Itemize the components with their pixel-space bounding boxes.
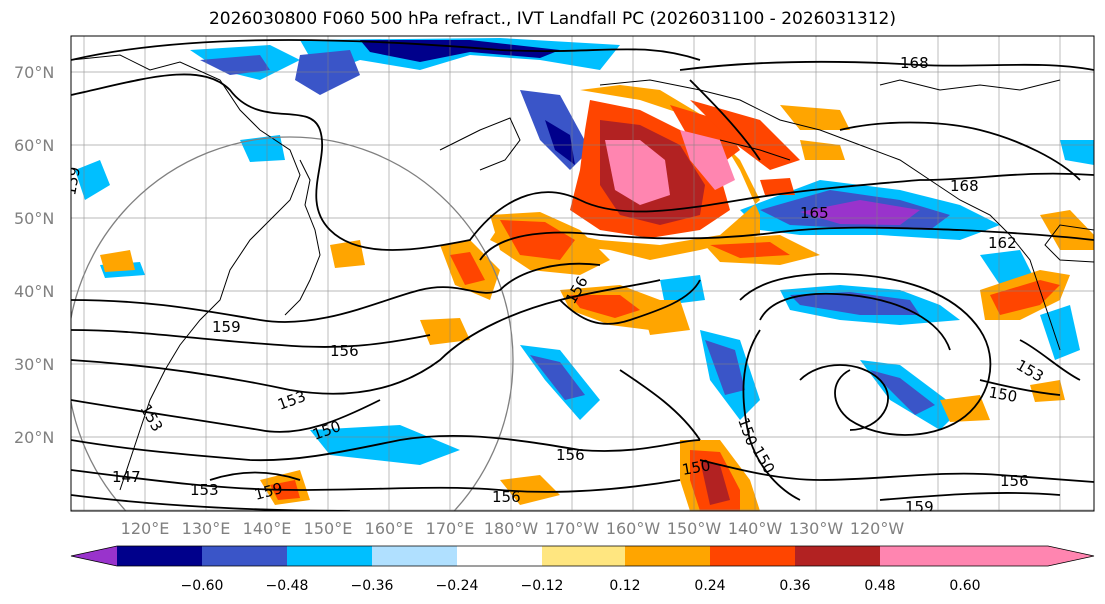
- contour-label: 156: [556, 446, 585, 464]
- lon-label: 150°W: [667, 519, 722, 538]
- lon-label: 180°W: [484, 519, 539, 538]
- lon-label: 140°E: [243, 519, 292, 538]
- contour-label: 168: [950, 177, 979, 195]
- contour-label: 159: [905, 498, 934, 516]
- contour-label: 150: [681, 456, 712, 479]
- lon-label: 150°E: [304, 519, 353, 538]
- map-content: 168 168 165 162 159 156 156 153 153 150 …: [71, 36, 1094, 516]
- colorbar-segment: [710, 546, 795, 566]
- colorbar-tick-label: −0.24: [436, 578, 479, 594]
- coastlines: [71, 54, 1094, 491]
- colorbar-tick-label: −0.12: [521, 578, 564, 594]
- colorbar-tick-label: 0.48: [864, 578, 895, 594]
- lat-label: 30°N: [14, 355, 54, 374]
- colorbar-tick-label: −0.48: [266, 578, 309, 594]
- colorbar-outline: [70, 545, 1095, 567]
- lon-label: 140°W: [728, 519, 783, 538]
- colorbar-tick-label: 0.12: [609, 578, 640, 594]
- colorbar-extend-high: [965, 546, 1094, 566]
- map-title: 2026030800 F060 500 hPa refract., IVT La…: [208, 9, 896, 29]
- contour-lines: [71, 39, 1094, 511]
- colorbar-segment: [625, 546, 710, 566]
- lon-label: 130°E: [182, 519, 231, 538]
- colorbar-segment: [542, 546, 625, 566]
- contour-label: 147: [112, 468, 141, 486]
- contour-label: 162: [988, 234, 1017, 252]
- region-circle: [71, 136, 514, 511]
- contour-label: 159: [212, 318, 241, 336]
- contour-label-group: 168 168 165 162 159 156 156 153 153 150 …: [71, 54, 1047, 516]
- positive-anomaly-fill: [100, 85, 1094, 511]
- lon-label: 170°E: [426, 519, 475, 538]
- colorbar-tick-label: 0.36: [779, 578, 810, 594]
- colorbar-segment: [880, 546, 965, 566]
- graticule: [71, 36, 1094, 511]
- lat-label: 20°N: [14, 428, 54, 447]
- contour-label: 150: [987, 383, 1018, 406]
- colorbar-segment: [457, 546, 542, 566]
- contour-label: 156: [1000, 472, 1029, 490]
- colorbar-segment: [202, 546, 287, 566]
- contour-label: 156: [330, 342, 359, 360]
- lon-label: 160°W: [606, 519, 661, 538]
- colorbar-tick-label: 0.60: [949, 578, 980, 594]
- colorbar-segment: [795, 546, 880, 566]
- lon-label: 130°W: [789, 519, 844, 538]
- lon-label: 120°W: [850, 519, 905, 538]
- map-frame: [70, 35, 1095, 512]
- colorbar-segment: [117, 546, 202, 566]
- lon-label: 120°E: [121, 519, 170, 538]
- colorbar-tick-label: −0.36: [351, 578, 394, 594]
- latitude-labels: 70°N 60°N 50°N 40°N 30°N 20°N: [14, 63, 54, 447]
- contour-label: 153: [190, 481, 219, 499]
- contour-label: 156: [492, 488, 521, 506]
- colorbar-tick-label: −0.60: [181, 578, 224, 594]
- colorbar-segment: [372, 546, 457, 566]
- colorbar-segment: [287, 546, 372, 566]
- contour-label: 168: [900, 54, 929, 72]
- lat-label: 70°N: [14, 63, 54, 82]
- colorbar-extend-low: [71, 546, 117, 566]
- colorbar: −0.60 −0.48 −0.36 −0.24 −0.12 0.12 0.24 …: [70, 545, 1095, 594]
- lon-label: 160°E: [365, 519, 414, 538]
- lat-label: 40°N: [14, 282, 54, 301]
- lat-label: 50°N: [14, 209, 54, 228]
- longitude-labels: 120°E 130°E 140°E 150°E 160°E 170°E 180°…: [121, 519, 905, 538]
- colorbar-tick-label: 0.24: [694, 578, 725, 594]
- contour-label: 165: [800, 204, 829, 222]
- lat-label: 60°N: [14, 136, 54, 155]
- lon-label: 170°W: [545, 519, 600, 538]
